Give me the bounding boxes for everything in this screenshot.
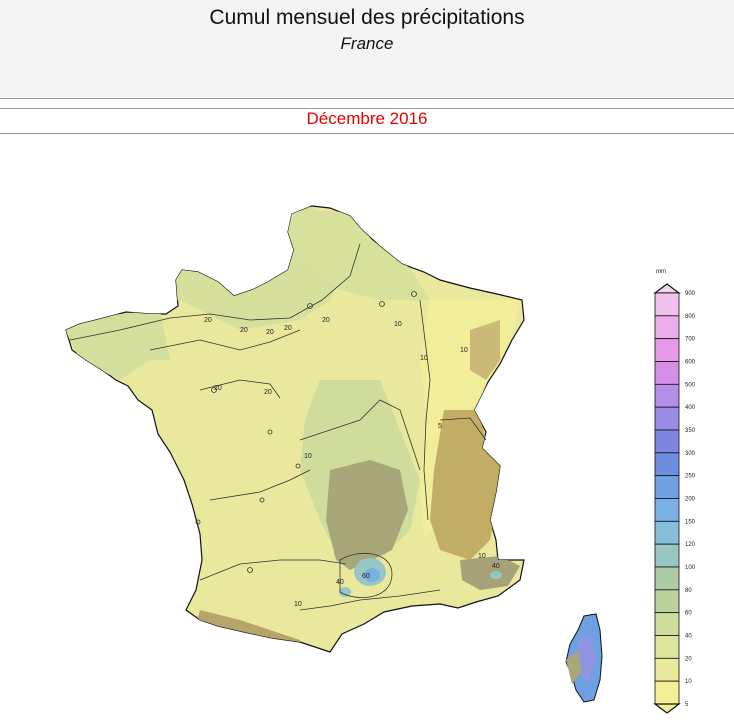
legend-tick-label: 900	[685, 291, 696, 297]
contour-label: 10	[394, 321, 402, 328]
legend-tick-label: 350	[685, 428, 696, 434]
contour-label: 20	[214, 385, 222, 392]
legend-tick-label: 5	[685, 702, 689, 708]
legend-swatch	[654, 657, 680, 682]
zone-var-40	[490, 571, 502, 579]
zone-relief-jura	[470, 320, 500, 380]
legend-swatch	[654, 543, 680, 568]
legend-swatch	[654, 680, 680, 705]
legend-swatch	[654, 612, 680, 636]
legend-tick-label: 10	[685, 679, 692, 685]
legend-arrow-bottom	[653, 703, 681, 714]
divider-bottom	[0, 133, 734, 134]
zone-herault-40	[339, 587, 351, 597]
contour-label: 5	[438, 423, 442, 430]
legend-swatch	[654, 498, 680, 522]
legend-tick-label: 400	[685, 405, 696, 411]
legend-swatch	[654, 292, 680, 317]
zone-relief-massif	[326, 460, 408, 570]
contour-label: 10	[478, 553, 486, 560]
legend-tick-label: 40	[685, 634, 692, 640]
contour-label: 40	[336, 579, 344, 586]
legend-tick-label: 700	[685, 337, 696, 343]
legend-tick-label: 120	[685, 542, 696, 548]
legend-tick-label: 100	[685, 565, 696, 571]
contour-label: 10	[304, 453, 312, 460]
contour-label: 40	[492, 563, 500, 570]
legend-swatch	[654, 475, 680, 499]
map-title: Cumul mensuel des précipitations	[209, 6, 525, 29]
divider-top	[0, 108, 734, 109]
zone-relief-alps	[430, 410, 500, 560]
contour-label: 10	[460, 347, 468, 354]
legend-tick-label: 600	[685, 360, 696, 366]
legend-tick-label: 20	[685, 656, 692, 662]
legend-swatch	[654, 338, 680, 362]
legend-tick-label: 800	[685, 314, 696, 320]
legend-swatch	[654, 635, 680, 659]
zone-var	[460, 556, 520, 590]
zone-cevennes-100	[364, 568, 380, 582]
legend-swatch	[654, 520, 680, 545]
period-label: Décembre 2016	[306, 109, 428, 128]
legend-swatch	[654, 429, 680, 454]
legend-tick-label: 500	[685, 382, 696, 388]
contour-label: 20	[284, 325, 292, 332]
contour-label: 20	[204, 317, 212, 324]
legend-tick-label: 150	[685, 519, 696, 525]
legend-swatch	[654, 315, 680, 340]
legend-swatch	[654, 452, 680, 477]
header-band	[0, 0, 734, 99]
legend-unit: mm	[656, 269, 666, 275]
contour-label: 20	[266, 329, 274, 336]
legend-swatch	[654, 406, 680, 431]
legend-tick-label: 300	[685, 451, 696, 457]
legend: mm 900 800 700 600 500 400 350 300 250 200 150 120 1…	[653, 269, 696, 714]
corsica	[565, 613, 603, 703]
legend-arrow-top	[653, 283, 681, 294]
legend-swatch	[654, 566, 680, 591]
legend-tick-label: 60	[685, 611, 692, 617]
contour-label: 20	[322, 317, 330, 324]
contour-label: 10	[294, 601, 302, 608]
contour-label: 20	[240, 327, 248, 334]
legend-swatch	[654, 361, 680, 385]
legend-tick-label: 200	[685, 497, 696, 503]
map-subtitle: France	[340, 34, 394, 53]
contour-label: 20	[264, 389, 272, 396]
legend-tick-label: 250	[685, 474, 696, 480]
zone-20-40-north	[280, 210, 430, 300]
legend-tick-label: 80	[685, 588, 692, 594]
legend-swatch	[654, 383, 680, 408]
contour-label: 60	[362, 573, 370, 580]
contour-label: 10	[420, 355, 428, 362]
contour-lines	[69, 243, 487, 611]
legend-swatch	[654, 589, 680, 614]
